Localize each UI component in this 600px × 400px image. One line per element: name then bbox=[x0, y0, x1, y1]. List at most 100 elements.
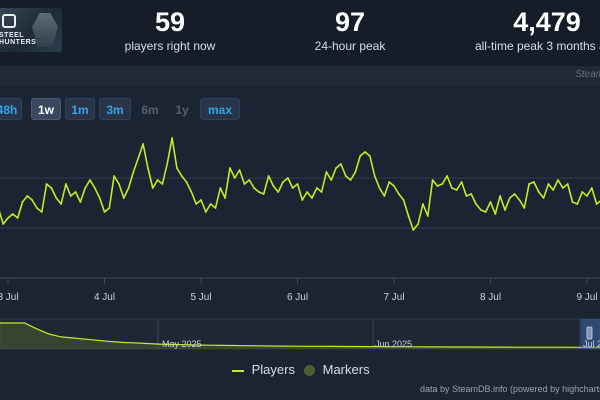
chart-subheader: Steam bbox=[0, 66, 600, 86]
players-data-point bbox=[229, 167, 231, 169]
stat-24h-peak: 97 24-hour peak bbox=[285, 6, 415, 54]
game-thumbnail[interactable]: STEEL HUNTERS bbox=[0, 8, 62, 52]
players-data-point bbox=[412, 229, 415, 231]
players-data-point bbox=[204, 211, 207, 213]
players-data-point bbox=[393, 185, 395, 187]
players-data-point bbox=[161, 183, 164, 185]
players-data-point bbox=[595, 203, 598, 205]
players-data-point bbox=[36, 207, 38, 209]
chart-credit[interactable]: data by SteamDB.info (powered by highcha… bbox=[420, 384, 600, 394]
players-data-point bbox=[296, 183, 299, 185]
players-data-point bbox=[557, 179, 559, 181]
players-data-point bbox=[219, 187, 222, 189]
players-data-point bbox=[286, 177, 289, 179]
x-tick-label: 6 Jul bbox=[287, 292, 308, 303]
players-data-point bbox=[214, 207, 217, 209]
players-data-point bbox=[238, 169, 241, 171]
players-data-point bbox=[113, 175, 116, 177]
players-data-point bbox=[407, 215, 410, 217]
players-data-point bbox=[547, 183, 550, 185]
players-data-point bbox=[137, 157, 140, 159]
navigator-label: May 2025 bbox=[162, 339, 202, 349]
players-data-point bbox=[590, 187, 593, 189]
players-data-point bbox=[258, 191, 260, 193]
players-data-point bbox=[84, 187, 87, 189]
players-data-point bbox=[315, 187, 318, 189]
players-data-point bbox=[267, 175, 270, 177]
players-data-point bbox=[50, 187, 53, 189]
all-time-peak-value: 4,479 bbox=[513, 7, 581, 37]
players-data-point bbox=[55, 197, 58, 199]
players-data-point bbox=[335, 167, 337, 169]
players-data-point bbox=[455, 189, 458, 191]
players-data-point bbox=[431, 179, 434, 181]
players-data-point bbox=[185, 181, 188, 183]
players-data-point bbox=[175, 167, 178, 169]
navigator-label: Jun 2025 bbox=[375, 339, 412, 349]
peak-24h-label: 24-hour peak bbox=[314, 39, 386, 53]
current-players-label: players right now bbox=[124, 39, 216, 53]
legend-markers[interactable]: Markers bbox=[304, 362, 370, 377]
range-tab-48h[interactable]: 48h bbox=[0, 98, 22, 120]
x-tick-label: 3 Jul bbox=[0, 292, 19, 303]
stat-all-time-peak: 4,479 all-time peak 3 months ago bbox=[462, 6, 600, 54]
players-data-point bbox=[552, 189, 555, 191]
players-data-point bbox=[209, 203, 212, 205]
range-tab-max[interactable]: max bbox=[200, 98, 240, 120]
players-data-point bbox=[26, 195, 29, 197]
players-legend-swatch bbox=[232, 369, 244, 372]
players-data-point bbox=[200, 199, 202, 201]
markers-legend-swatch bbox=[304, 365, 315, 377]
players-data-point bbox=[475, 203, 477, 205]
players-data-point bbox=[373, 175, 376, 177]
players-data-point bbox=[426, 215, 429, 217]
navigator-line bbox=[0, 322, 600, 348]
players-data-point bbox=[277, 191, 280, 193]
players-data-point bbox=[108, 207, 111, 209]
logo-badge bbox=[2, 14, 16, 28]
x-tick-label: 5 Jul bbox=[190, 292, 211, 303]
players-data-point bbox=[65, 183, 67, 185]
players-data-point bbox=[533, 181, 535, 183]
players-data-point bbox=[484, 211, 487, 213]
players-data-point bbox=[470, 193, 473, 195]
players-data-point bbox=[359, 155, 362, 157]
players-data-point bbox=[156, 179, 159, 181]
players-data-point bbox=[422, 203, 424, 205]
players-data-point bbox=[354, 171, 357, 173]
players-data-point bbox=[561, 187, 564, 189]
players-data-point bbox=[566, 183, 569, 185]
players-data-point bbox=[262, 193, 265, 195]
players-data-point bbox=[378, 187, 381, 189]
players-data-point bbox=[171, 137, 173, 139]
players-legend-label: Players bbox=[251, 362, 295, 377]
x-tick-label: 9 Jul bbox=[576, 292, 597, 303]
players-data-point bbox=[248, 179, 251, 181]
players-data-point bbox=[581, 191, 584, 193]
players-data-point bbox=[224, 197, 227, 199]
range-tab-1m[interactable]: 1m bbox=[65, 98, 95, 120]
players-data-point bbox=[586, 195, 588, 197]
players-data-point bbox=[7, 217, 9, 219]
players-data-point bbox=[233, 177, 236, 179]
players-data-point bbox=[21, 201, 24, 203]
players-data-point bbox=[103, 211, 106, 213]
players-data-point bbox=[446, 175, 448, 177]
legend-players[interactable]: Players bbox=[232, 362, 295, 377]
markers-legend-label: Markers bbox=[322, 362, 370, 377]
players-data-point bbox=[147, 167, 149, 169]
players-data-point bbox=[325, 171, 328, 173]
players-data-point bbox=[349, 179, 352, 181]
x-tick-label: 7 Jul bbox=[383, 292, 404, 303]
players-data-point bbox=[576, 203, 579, 205]
players-data-point bbox=[253, 187, 255, 189]
players-data-point bbox=[291, 187, 294, 189]
stats-bar: STEEL HUNTERS 59 players right now 97 24… bbox=[0, 0, 600, 66]
range-tab-1w[interactable]: 1w bbox=[31, 98, 61, 120]
players-data-point bbox=[508, 197, 511, 199]
peak-24h-value: 97 bbox=[334, 7, 366, 37]
players-data-point bbox=[340, 163, 342, 165]
players-data-point bbox=[127, 187, 130, 189]
range-tab-3m[interactable]: 3m bbox=[99, 98, 131, 120]
